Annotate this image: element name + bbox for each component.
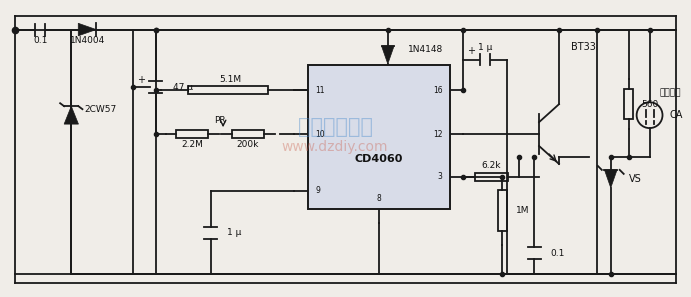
Text: 200k: 200k: [237, 140, 259, 148]
Polygon shape: [64, 106, 79, 124]
Text: 10: 10: [315, 129, 325, 139]
Bar: [475, 173, 508, 181]
Text: 9: 9: [316, 186, 321, 195]
Bar: [308, 65, 450, 209]
Text: 1 μ: 1 μ: [478, 43, 493, 53]
Bar: [231, 130, 265, 138]
Text: www.dzdiy.com: www.dzdiy.com: [282, 140, 388, 154]
Text: 3: 3: [437, 172, 442, 181]
Text: 0.1: 0.1: [550, 249, 565, 257]
Bar: [188, 86, 268, 94]
Text: CD4060: CD4060: [354, 154, 403, 164]
Text: 1 μ: 1 μ: [227, 228, 241, 237]
Bar: [176, 130, 208, 138]
Polygon shape: [605, 170, 617, 188]
Text: 6.2k: 6.2k: [482, 161, 501, 170]
Polygon shape: [78, 23, 96, 36]
Polygon shape: [381, 46, 394, 64]
Text: 560: 560: [642, 100, 659, 109]
Text: 2CW57: 2CW57: [84, 105, 117, 114]
Text: +: +: [467, 46, 475, 56]
Text: BT33: BT33: [571, 42, 596, 53]
Text: 1N4004: 1N4004: [70, 36, 105, 45]
Text: CA: CA: [670, 110, 683, 120]
Bar: [498, 190, 507, 231]
Text: PR: PR: [214, 116, 226, 125]
Text: 2.2M: 2.2M: [181, 140, 203, 148]
Text: +: +: [137, 75, 145, 85]
Text: VS: VS: [629, 174, 641, 184]
Text: 电源插座: 电源插座: [659, 89, 681, 98]
Text: 12: 12: [433, 129, 442, 139]
Text: 8: 8: [377, 194, 381, 203]
Text: 5.1M: 5.1M: [220, 75, 242, 84]
Text: 0.1: 0.1: [33, 36, 48, 45]
Text: 47 μ: 47 μ: [173, 83, 193, 92]
Text: 1M: 1M: [516, 206, 530, 215]
Text: 11: 11: [315, 86, 325, 95]
Text: 1N4148: 1N4148: [408, 45, 443, 54]
Text: 16: 16: [433, 86, 442, 95]
Bar: [624, 89, 633, 119]
Text: 电子制作天地: 电子制作天地: [298, 117, 372, 137]
